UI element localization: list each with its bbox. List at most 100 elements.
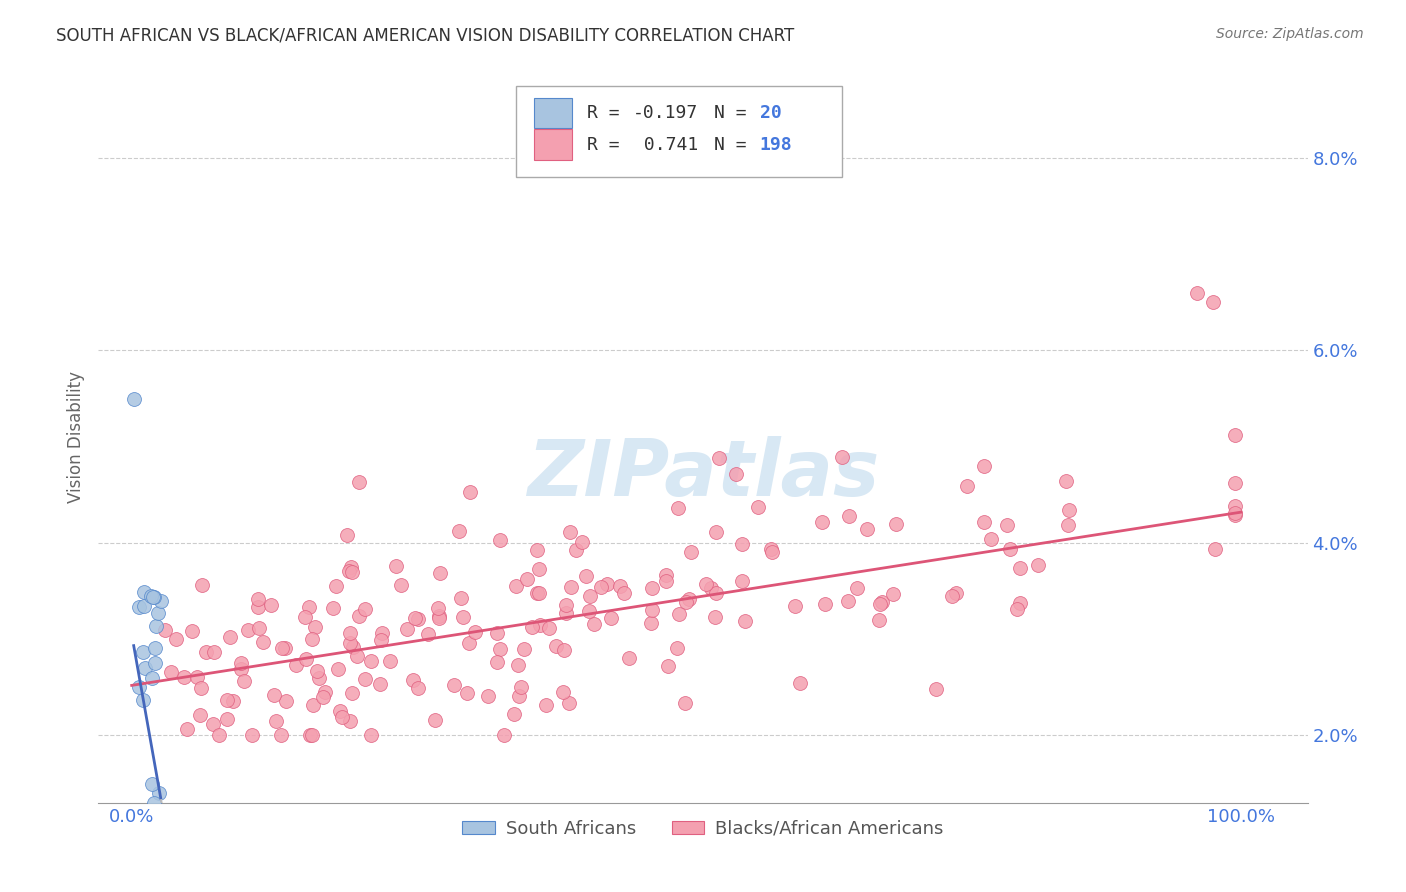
Point — [326, 662, 349, 676]
Point — [925, 682, 948, 697]
Point — [160, 665, 183, 679]
Point — [270, 728, 292, 742]
Point — [1225, 427, 1247, 442]
Point — [219, 630, 242, 644]
Point — [665, 641, 688, 656]
Point — [464, 624, 486, 639]
Point — [868, 613, 890, 627]
FancyBboxPatch shape — [516, 86, 842, 178]
Point — [1000, 542, 1022, 557]
Point — [370, 632, 392, 647]
Point — [389, 578, 412, 592]
Point — [591, 580, 613, 594]
Text: -0.197: -0.197 — [633, 104, 699, 122]
Point — [202, 645, 225, 659]
Point — [145, 640, 167, 655]
Point — [1005, 601, 1028, 615]
Point — [314, 684, 336, 698]
Point — [681, 545, 703, 559]
Point — [551, 685, 574, 699]
Point — [837, 594, 859, 608]
Point — [132, 693, 155, 707]
Point — [941, 590, 963, 604]
Point — [145, 619, 167, 633]
Point — [995, 517, 1018, 532]
Point — [252, 635, 274, 649]
Point — [526, 585, 548, 599]
Point — [492, 728, 515, 742]
Point — [704, 586, 727, 600]
Point — [347, 608, 370, 623]
Point — [485, 655, 508, 669]
Point — [143, 657, 166, 671]
Point — [509, 680, 531, 694]
Point — [1225, 499, 1247, 513]
Point — [872, 594, 894, 608]
Point — [513, 641, 536, 656]
Point — [202, 717, 225, 731]
Point — [176, 723, 198, 737]
Point — [731, 574, 754, 588]
Text: SOUTH AFRICAN VS BLACK/AFRICAN AMERICAN VISION DISABILITY CORRELATION CHART: SOUTH AFRICAN VS BLACK/AFRICAN AMERICAN … — [56, 27, 794, 45]
Point — [342, 640, 364, 655]
Point — [346, 648, 368, 663]
Point — [1008, 560, 1031, 574]
Point — [285, 658, 308, 673]
Point — [368, 677, 391, 691]
Point — [1057, 518, 1080, 533]
Point — [276, 694, 298, 708]
Point — [423, 713, 446, 727]
Point — [240, 728, 263, 742]
Point — [443, 678, 465, 692]
Point — [838, 509, 860, 524]
Point — [141, 776, 163, 790]
Point — [312, 690, 335, 704]
Point — [503, 706, 526, 721]
Point — [188, 707, 211, 722]
Point — [538, 622, 561, 636]
Point — [325, 579, 347, 593]
Point — [703, 609, 725, 624]
Text: 20: 20 — [759, 104, 782, 122]
Point — [132, 585, 155, 599]
Point — [456, 686, 478, 700]
Point — [402, 673, 425, 687]
Point — [558, 696, 581, 710]
Text: ZIPatlas: ZIPatlas — [527, 435, 879, 512]
Point — [304, 620, 326, 634]
Point — [579, 589, 602, 603]
Point — [869, 598, 891, 612]
Point — [173, 670, 195, 684]
Point — [128, 681, 150, 695]
Point — [785, 599, 807, 614]
Point — [229, 656, 252, 670]
Point — [1225, 507, 1247, 521]
Point — [307, 664, 329, 678]
Point — [298, 728, 321, 742]
Point — [1057, 503, 1080, 517]
Point — [520, 620, 543, 634]
Point — [215, 712, 238, 726]
Point — [195, 645, 218, 659]
Point — [298, 600, 321, 615]
Point — [260, 598, 283, 612]
Y-axis label: Vision Disability: Vision Disability — [66, 371, 84, 503]
Point — [301, 632, 323, 646]
Point — [143, 590, 166, 604]
Point — [332, 710, 354, 724]
Text: R =: R = — [586, 136, 620, 153]
Point — [426, 601, 449, 615]
Point — [678, 592, 700, 607]
Point — [141, 589, 163, 603]
Point — [855, 522, 877, 536]
Point — [759, 541, 782, 556]
Point — [266, 714, 288, 728]
Point — [945, 586, 967, 600]
Text: N =: N = — [714, 104, 747, 122]
Point — [956, 478, 979, 492]
Point — [1010, 596, 1032, 610]
Point — [560, 581, 582, 595]
Point — [529, 618, 551, 632]
Point — [339, 635, 361, 649]
Point — [527, 586, 550, 600]
